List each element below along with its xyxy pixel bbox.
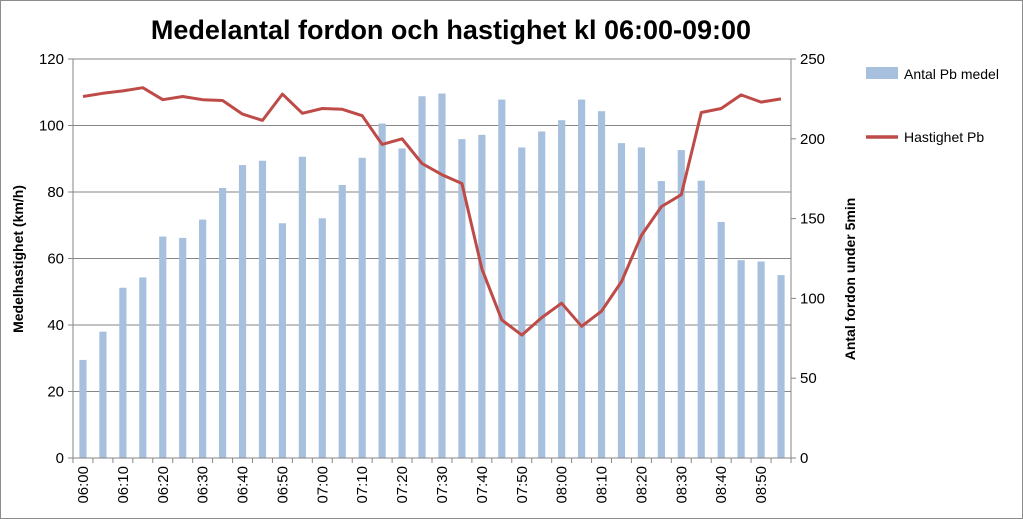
x-tick-label: 07:50	[514, 466, 531, 504]
legend: Antal Pb medel Hastighet Pb	[866, 66, 999, 145]
left-tick-label: 20	[47, 384, 64, 401]
line-series	[82, 86, 782, 337]
x-tick-label: 06:00	[75, 466, 92, 504]
bar	[757, 261, 765, 458]
left-tick-label: 40	[47, 317, 64, 334]
right-tick-label: 0	[800, 450, 808, 467]
bar	[199, 219, 207, 458]
bar	[418, 96, 426, 459]
x-tick-label: 06:10	[115, 466, 132, 504]
bar	[258, 160, 267, 458]
legend-label-bars: Antal Pb medel	[904, 66, 999, 82]
x-tick-label: 06:20	[155, 466, 172, 504]
x-tick-label: 07:40	[474, 466, 491, 504]
left-tick-label: 100	[39, 118, 64, 135]
bar	[218, 188, 227, 458]
bar-series	[79, 93, 785, 459]
left-axis-title: Medelhastighet (km/h)	[10, 185, 26, 333]
bar	[697, 180, 705, 458]
x-tick-label: 08:50	[753, 466, 770, 504]
gridlines	[73, 58, 791, 392]
bar	[737, 260, 745, 458]
bar	[378, 123, 386, 458]
bar	[79, 359, 87, 458]
x-axis-ticks: 06:00 06:10 06:20 06:30 06:40 06:50 07:00 07:10…	[75, 466, 770, 504]
bar	[179, 237, 187, 458]
x-tick-label: 07:30	[434, 466, 451, 504]
bar	[159, 236, 167, 458]
bar	[538, 131, 546, 459]
speed-line	[82, 86, 782, 337]
right-tick-label: 100	[800, 290, 825, 307]
left-tick-label: 80	[47, 184, 64, 201]
x-tick-label: 07:00	[314, 466, 331, 504]
bar	[717, 221, 725, 458]
bar	[637, 147, 646, 458]
legend-swatch-bars	[866, 67, 898, 79]
bar	[478, 134, 486, 458]
x-tick-label: 06:40	[235, 466, 252, 504]
bar	[398, 148, 406, 458]
right-axis-title: Antal fordon under 5min	[842, 198, 858, 361]
right-tick-label: 50	[800, 370, 817, 387]
right-tick-label: 150	[800, 211, 825, 228]
bar	[617, 143, 626, 458]
bar	[518, 147, 526, 458]
bar	[577, 99, 586, 458]
bar	[558, 120, 566, 459]
bar	[99, 331, 107, 458]
x-tick-label: 07:10	[354, 466, 371, 504]
bar	[338, 185, 346, 458]
bar	[238, 165, 247, 458]
left-tick-label: 0	[56, 450, 64, 467]
x-tick-label: 06:30	[195, 466, 212, 504]
right-axis-ticks: 0 50 100 150 200 250	[800, 51, 825, 467]
x-tick-label: 06:50	[274, 466, 291, 504]
bar	[358, 157, 366, 458]
bar	[458, 139, 466, 458]
right-tick-label: 250	[800, 51, 825, 68]
chart-title: Medelantal fordon och hastighet kl 06:00…	[151, 15, 751, 45]
x-tick-label: 08:00	[554, 466, 571, 504]
bar	[318, 218, 326, 458]
axes	[68, 58, 796, 463]
x-tick-label: 08:40	[713, 466, 730, 504]
bar	[278, 223, 287, 458]
left-axis-ticks: 0 20 40 60 80 100 120	[39, 51, 64, 467]
bar	[657, 181, 665, 458]
x-tick-label: 07:20	[394, 466, 411, 504]
left-tick-label: 120	[39, 51, 64, 68]
bar	[139, 277, 147, 458]
x-tick-label: 08:30	[673, 466, 690, 504]
right-tick-label: 200	[800, 131, 825, 148]
left-tick-label: 60	[47, 251, 64, 268]
bar	[119, 287, 127, 458]
legend-label-line: Hastighet Pb	[904, 129, 984, 145]
bar	[298, 156, 306, 458]
bar	[777, 275, 785, 458]
x-tick-label: 08:20	[633, 466, 650, 504]
bar	[438, 93, 446, 458]
bar	[677, 150, 685, 459]
bar	[498, 99, 506, 458]
x-tick-label: 08:10	[594, 466, 611, 504]
bar	[597, 111, 606, 458]
